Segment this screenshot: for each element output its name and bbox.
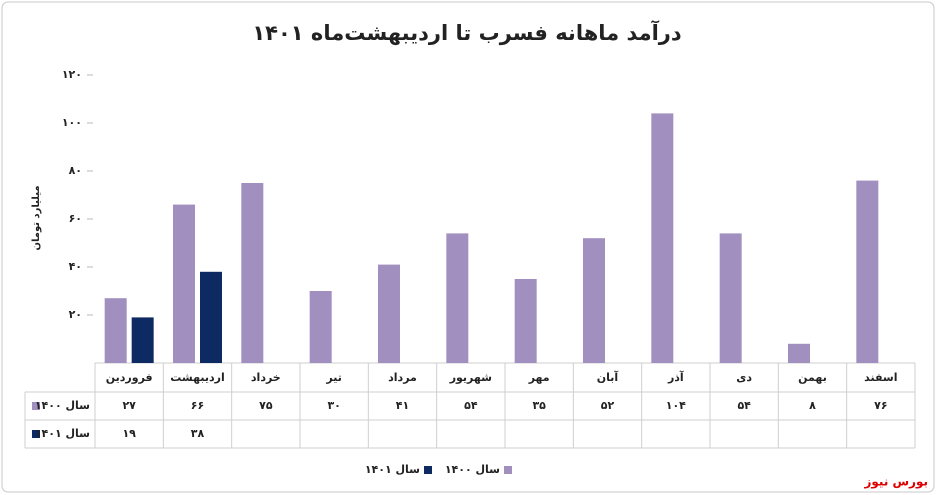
x-tick-label: اردیبهشت bbox=[170, 371, 224, 384]
table-value: ۸ bbox=[809, 399, 816, 412]
y-tick-label: ۲۰ bbox=[69, 308, 82, 321]
table-value: ۴۱ bbox=[396, 399, 409, 412]
x-tick-label: آبان bbox=[597, 370, 619, 384]
row-header: سال ۱۴۰۰ bbox=[35, 399, 90, 412]
legend-key bbox=[32, 402, 40, 410]
table-value: ۱۰۴ bbox=[666, 399, 686, 412]
x-tick-label: فروردین bbox=[106, 371, 153, 384]
table-value: ۳۸ bbox=[191, 427, 205, 440]
x-tick-label: دی bbox=[736, 371, 752, 384]
bar bbox=[241, 183, 264, 363]
bar bbox=[200, 271, 222, 363]
y-axis-label: میلیارد تومان bbox=[31, 185, 42, 250]
table-value: ۷۵ bbox=[259, 399, 273, 412]
table-value: ۲۷ bbox=[122, 399, 136, 412]
bar bbox=[173, 204, 195, 363]
bar bbox=[719, 233, 742, 363]
x-tick-label: آذر bbox=[667, 370, 684, 384]
x-tick-label: بهمن bbox=[798, 371, 827, 384]
y-tick-label: ۱۰۰ bbox=[62, 116, 82, 129]
x-tick-label: اسفند bbox=[864, 371, 897, 384]
x-tick-label: مرداد bbox=[388, 371, 417, 384]
x-tick-label: مهر bbox=[528, 371, 550, 384]
bar bbox=[131, 317, 154, 363]
table-value: ۵۴ bbox=[464, 399, 478, 412]
x-tick-label: شهریور bbox=[449, 371, 492, 384]
bar bbox=[583, 238, 605, 363]
legend-key bbox=[32, 430, 40, 438]
row-header: سال ۱۴۰۱ bbox=[35, 427, 90, 440]
table-value: ۳۵ bbox=[532, 399, 546, 412]
chart-title: درآمد ماهانه فسرب تا اردیبهشت‌ماه ۱۴۰۱ bbox=[252, 20, 682, 45]
legend-label: سال ۱۴۰۱ bbox=[365, 463, 420, 476]
x-tick-label: تیر bbox=[325, 371, 341, 384]
bar bbox=[309, 291, 332, 363]
bar bbox=[788, 343, 810, 363]
y-tick-label: ۸۰ bbox=[69, 164, 82, 177]
legend-key bbox=[504, 466, 512, 474]
y-tick-label: ۴۰ bbox=[69, 260, 82, 273]
bar bbox=[514, 279, 537, 363]
bar bbox=[104, 298, 127, 363]
bar bbox=[856, 180, 879, 363]
table-value: ۷۶ bbox=[874, 399, 887, 412]
legend-key bbox=[424, 466, 432, 474]
table-value: ۱۹ bbox=[122, 427, 136, 440]
bar bbox=[651, 113, 674, 364]
bar bbox=[446, 233, 469, 363]
source: بورس نیوز bbox=[863, 475, 928, 490]
bar bbox=[378, 264, 400, 363]
y-tick-label: ۱۲۰ bbox=[62, 68, 82, 81]
legend-label: سال ۱۴۰۰ bbox=[445, 463, 500, 476]
table-value: ۳۰ bbox=[327, 399, 340, 412]
y-tick-label: ۶۰ bbox=[69, 212, 82, 225]
x-tick-label: خرداد bbox=[251, 371, 281, 384]
table-value: ۵۴ bbox=[737, 399, 751, 412]
table-value: ۵۲ bbox=[601, 399, 615, 412]
table-value: ۶۶ bbox=[191, 399, 204, 412]
